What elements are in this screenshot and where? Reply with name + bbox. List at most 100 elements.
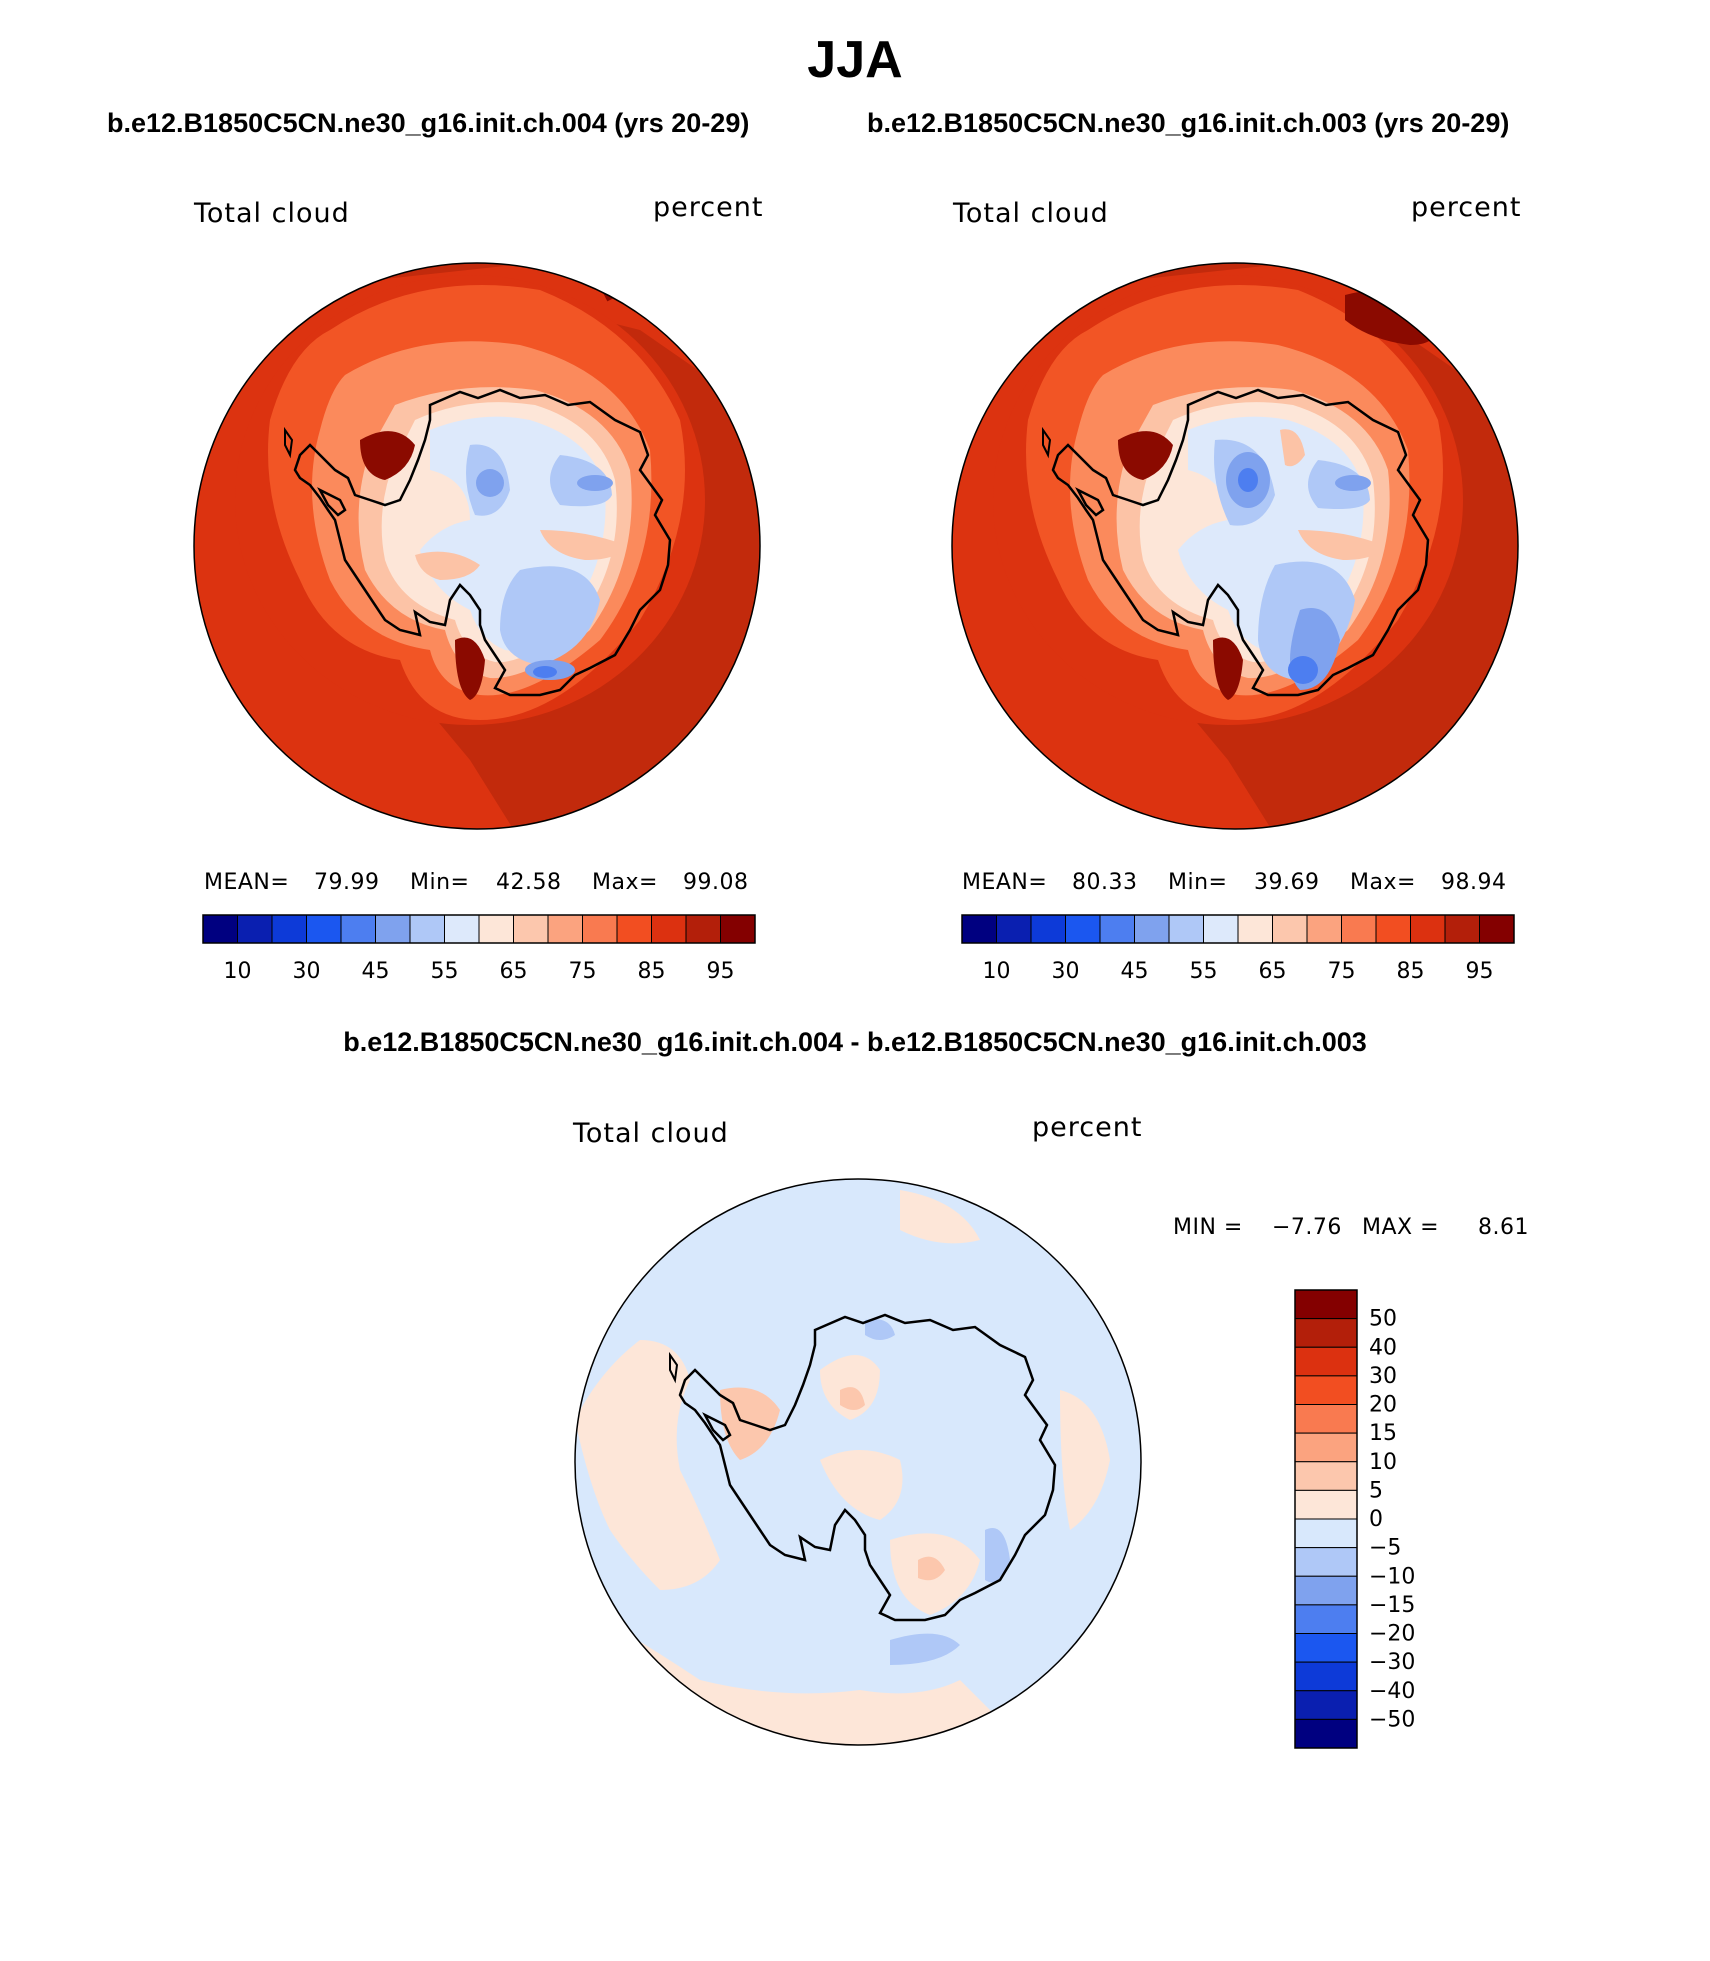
panel3-colorbar-tick-label: −40 bbox=[1369, 1679, 1415, 1704]
panel3-colorbar-swatch bbox=[1294, 1404, 1358, 1434]
right-case-title: b.e12.B1850C5CN.ne30_g16.init.ch.003 (yr… bbox=[867, 108, 1510, 138]
panel3-min-value: −7.76 bbox=[1272, 1215, 1342, 1240]
panel2-max-spot-a bbox=[1118, 431, 1173, 480]
panel1-units-label: percent bbox=[653, 192, 764, 223]
panel3-colorbar-frame bbox=[1294, 1289, 1358, 1749]
panel1-colorbar-tick-label: 10 bbox=[224, 959, 252, 984]
panel1-colorbar-swatch bbox=[306, 914, 342, 944]
panel3-colorbar-tick-label: −50 bbox=[1369, 1707, 1415, 1732]
panel2-colorbar-swatch bbox=[1375, 914, 1411, 944]
panel1-colorbar-swatch bbox=[478, 914, 514, 944]
panel3-colorbar-swatch bbox=[1294, 1661, 1358, 1692]
panel2-colorbar-swatch bbox=[1030, 914, 1066, 944]
panel3-colorbar-swatch bbox=[1294, 1575, 1358, 1606]
panel3-colorbar-tick-label: 5 bbox=[1369, 1478, 1383, 1503]
panel3-colorbar-tick-label: 30 bbox=[1369, 1364, 1397, 1389]
panel1-colorbar-swatch bbox=[271, 914, 307, 944]
panel2-colorbar: 10 30 45 55 65 75 85 95 bbox=[961, 914, 1515, 984]
panel1-variable-label: Total cloud bbox=[194, 198, 350, 229]
panel3-colorbar-swatch bbox=[1294, 1432, 1358, 1463]
panel1-colorbar-tick-label: 65 bbox=[500, 959, 528, 984]
panel2-colorbar-swatch bbox=[996, 914, 1032, 944]
panel3-colorbar-swatch bbox=[1294, 1518, 1358, 1549]
panel3-colorbar-swatch bbox=[1294, 1461, 1358, 1491]
panel3-colorbar-tick-label: 0 bbox=[1369, 1507, 1383, 1532]
panel1-colorbar-frame bbox=[202, 914, 756, 944]
panel3-peach-inland-a bbox=[820, 1450, 903, 1520]
panel2-ice-dark-b bbox=[1335, 475, 1371, 491]
panel1-ice-dark-b bbox=[577, 475, 613, 491]
panel3-variable-label: Total cloud bbox=[573, 1118, 729, 1149]
panel2-colorbar-swatch bbox=[1099, 914, 1135, 944]
panel1-min-label: Min= bbox=[410, 870, 470, 895]
panel2-colorbar-tick-label: 30 bbox=[1052, 959, 1080, 984]
panel2-colorbar-swatch bbox=[1479, 914, 1515, 944]
panel2-colorbar-tick-label: 75 bbox=[1328, 959, 1356, 984]
panel1-colorbar-swatch bbox=[547, 914, 583, 944]
panel1-ocean-mid bbox=[194, 263, 760, 829]
panel2-island bbox=[1075, 487, 1105, 517]
panel3-units-label: percent bbox=[1032, 1112, 1143, 1143]
panel3-peach-north bbox=[900, 1190, 980, 1244]
panel2-units-label: percent bbox=[1411, 192, 1522, 223]
panel2-colorbar-swatch bbox=[961, 914, 997, 944]
panel1-colorbar-swatch bbox=[582, 914, 618, 944]
panel2-mean-value: 80.33 bbox=[1072, 870, 1138, 895]
panel2-ocean-mid bbox=[952, 263, 1518, 829]
panel3-blue-mid-c bbox=[865, 1319, 895, 1340]
panel3-colorbar-swatch bbox=[1294, 1318, 1358, 1348]
panel1-max-value: 99.08 bbox=[683, 870, 749, 895]
panel2-colorbar-tick-label: 85 bbox=[1397, 959, 1425, 984]
panel1-inland-warm-b bbox=[415, 551, 480, 580]
panel2-colorbar-swatch bbox=[1341, 914, 1377, 944]
panel2-colorbar-swatch bbox=[1237, 914, 1273, 944]
panel2-map-border bbox=[951, 262, 1519, 830]
panel1-mean-value: 79.99 bbox=[314, 870, 380, 895]
panel3-colorbar-swatch bbox=[1294, 1604, 1358, 1634]
panel2-colorbar-tick-label: 65 bbox=[1259, 959, 1287, 984]
panel2-colorbar-tick-label: 45 bbox=[1121, 959, 1149, 984]
panel3-colorbar-tick-label: −10 bbox=[1369, 1564, 1415, 1589]
panel2-inland-warm-a bbox=[1298, 530, 1383, 560]
panel1-ice-dark-a bbox=[476, 469, 504, 497]
panel3-colorbar-tick-label: 15 bbox=[1369, 1421, 1397, 1446]
panel1-colorbar-swatch bbox=[340, 914, 376, 944]
panel2-colorbar-swatch bbox=[1444, 914, 1480, 944]
panel2-colorbar-swatch bbox=[1134, 914, 1170, 944]
panel2-colorbar-tick-label: 55 bbox=[1190, 959, 1218, 984]
panel1-colorbar-tick-label: 95 bbox=[707, 959, 735, 984]
panel3-colorbar-tick-label: 20 bbox=[1369, 1393, 1397, 1418]
difference-title: b.e12.B1850C5CN.ne30_g16.init.ch.004 - b… bbox=[343, 1027, 1367, 1057]
panel1-colorbar-swatch bbox=[720, 914, 756, 944]
panel3-blue-mid-b bbox=[985, 1528, 1010, 1583]
panel1-colorbar-tick-label: 45 bbox=[362, 959, 390, 984]
panel1-inland-warm-a bbox=[540, 530, 625, 560]
panel3-island-b bbox=[669, 1351, 679, 1384]
panel3-colorbar-swatch bbox=[1294, 1375, 1358, 1405]
panel1-max-spot-a bbox=[360, 431, 415, 480]
panel3-orange-c bbox=[918, 1556, 945, 1581]
panel2-mean-label: MEAN= bbox=[962, 870, 1048, 895]
panel3-peach-east bbox=[1060, 1390, 1110, 1530]
panel1-colorbar-swatch bbox=[685, 914, 721, 944]
panel1-colorbar-swatch bbox=[375, 914, 411, 944]
panel2-min-value: 39.69 bbox=[1254, 870, 1320, 895]
panel3-blue-mid-a bbox=[890, 1633, 960, 1665]
panel3-colorbar-swatch bbox=[1294, 1547, 1358, 1577]
panel2-colorbar-swatch bbox=[1306, 914, 1342, 944]
panel1-colorbar-swatch bbox=[616, 914, 652, 944]
panel2-colorbar-tick-label: 10 bbox=[983, 959, 1011, 984]
panel1-colorbar-swatch bbox=[651, 914, 687, 944]
panel3-coastline bbox=[678, 1313, 1057, 1622]
panel2-colorbar-tick-label: 95 bbox=[1466, 959, 1494, 984]
panel1-island bbox=[317, 487, 347, 517]
panel3-colorbar-tick-label: −5 bbox=[1369, 1536, 1401, 1561]
panel2-colorbar-swatch bbox=[1410, 914, 1446, 944]
panel1-mean-label: MEAN= bbox=[204, 870, 290, 895]
panel2-min-label: Min= bbox=[1168, 870, 1228, 895]
panel2-colorbar-frame bbox=[961, 914, 1515, 944]
panel1-ice-darkest bbox=[533, 666, 557, 678]
panel2-island-b bbox=[1042, 426, 1052, 459]
